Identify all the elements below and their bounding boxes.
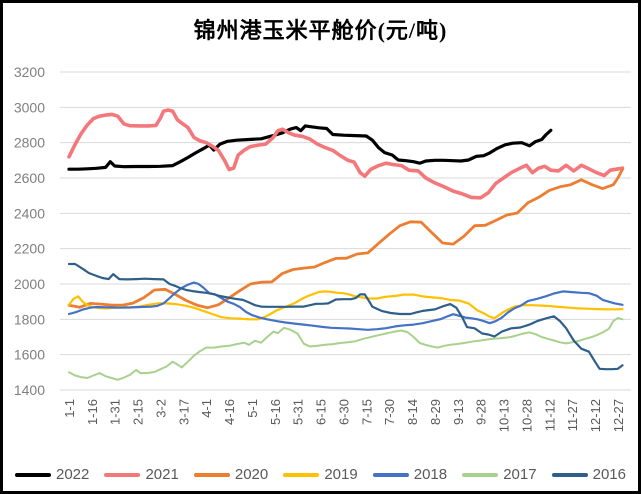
legend-swatch-2016 (551, 472, 588, 477)
y-tick-label: 1800 (14, 311, 45, 327)
series-line-2020 (67, 167, 624, 310)
x-tick-label: 10-13 (497, 399, 512, 432)
y-tick-label: 2400 (14, 205, 45, 221)
legend-swatch-2017 (462, 472, 499, 477)
x-tick-label: 7-30 (382, 399, 397, 425)
legend-label-2022: 2022 (56, 466, 90, 483)
x-tick-label: 7-15 (359, 399, 374, 425)
x-tick-label: 5-16 (268, 399, 283, 425)
legend-swatch-2020 (193, 472, 230, 477)
legend-item-2021: 2021 (104, 466, 179, 483)
x-tick-label: 9-28 (474, 399, 489, 425)
y-tick-label: 2200 (14, 241, 45, 257)
x-tick-label: 1-16 (85, 399, 100, 425)
x-tick-label: 12-27 (611, 399, 626, 432)
x-tick-label: 1-1 (62, 399, 77, 418)
y-tick-label: 3000 (14, 99, 45, 115)
x-tick-label: 4-16 (222, 399, 237, 425)
legend-swatch-2019 (283, 472, 320, 477)
y-tick-label: 2600 (14, 170, 45, 186)
x-tick-label: 5-1 (245, 399, 260, 418)
series-line-2019 (67, 290, 624, 321)
x-tick-label: 9-13 (451, 399, 466, 425)
x-tick-label: 6-15 (314, 399, 329, 425)
x-tick-label: 3-17 (176, 399, 191, 425)
legend-item-2017: 2017 (462, 466, 537, 483)
legend-item-2016: 2016 (551, 466, 626, 483)
y-tick-label: 2000 (14, 276, 45, 292)
legend-label-2020: 2020 (234, 466, 269, 483)
series-line-2018 (67, 281, 624, 331)
x-tick-label: 1-31 (108, 399, 123, 425)
legend-item-2018: 2018 (372, 466, 448, 483)
price-line-chart: 3200 3000 2800 2600 2400 2200 2000 1800 1600 1400… (14, 64, 631, 432)
y-tick-label: 1400 (14, 382, 45, 398)
legend-label-2021: 2021 (145, 466, 179, 483)
x-tick-label: 12-12 (588, 399, 603, 432)
x-tick-label: 2-15 (131, 399, 146, 425)
y-tick-label: 3200 (14, 64, 45, 80)
x-tick-label: 6-30 (336, 399, 351, 425)
x-tick-label: 10-28 (519, 399, 534, 432)
legend-label-2018: 2018 (413, 466, 448, 483)
y-tick-label: 1600 (14, 347, 45, 363)
x-tick-label: 3-2 (153, 399, 168, 418)
series-line-2017 (68, 316, 624, 381)
x-tick-label: 4-1 (199, 399, 214, 418)
legend-item-2020: 2020 (193, 466, 269, 483)
legend-swatch-2021 (104, 472, 141, 477)
chart-legend: 2022 2021 2020 2019 2018 2017 2016 (3, 466, 638, 483)
series-line-2022 (67, 124, 553, 171)
legend-label-2017: 2017 (503, 466, 537, 483)
legend-label-2019: 2019 (324, 466, 358, 483)
x-tick-label: 5-31 (291, 399, 306, 425)
x-tick-label: 11-12 (542, 399, 557, 431)
x-tick-label: 8-14 (405, 399, 420, 425)
x-tick-label: 8-29 (428, 399, 443, 425)
series-line-2016 (67, 262, 624, 371)
chart-title: 锦州港玉米平舱价(元/吨) (193, 18, 448, 43)
legend-item-2022: 2022 (15, 466, 89, 483)
series-line-2021 (67, 108, 625, 200)
legend-label-2016: 2016 (592, 466, 626, 483)
legend-swatch-2018 (372, 472, 409, 477)
legend-item-2019: 2019 (283, 466, 358, 483)
legend-swatch-2022 (15, 472, 51, 477)
y-tick-label: 2800 (14, 135, 45, 151)
x-tick-label: 11-27 (565, 399, 580, 431)
